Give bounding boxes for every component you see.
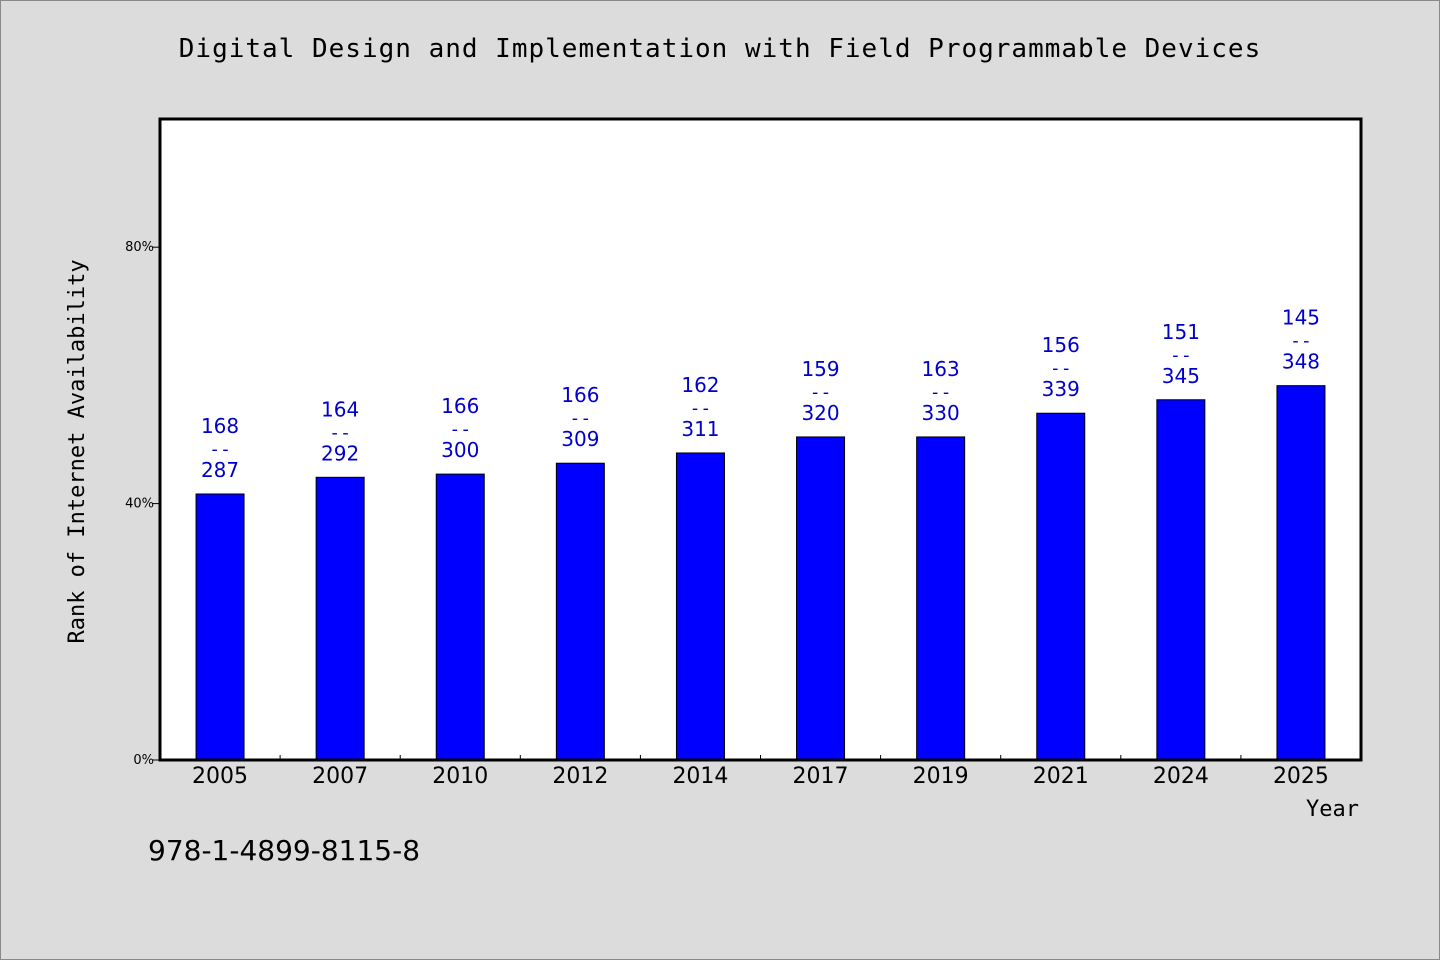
x-tick-label: 2025	[1273, 764, 1329, 789]
data-label-separator: --	[449, 419, 471, 440]
x-axis-label: Year	[1306, 797, 1359, 822]
data-label-bottom: 292	[321, 441, 359, 465]
chart-title: Digital Design and Implementation with F…	[178, 34, 1262, 64]
data-label-bottom: 311	[681, 417, 719, 441]
x-tick-label: 2014	[672, 764, 728, 789]
x-tick-label: 2017	[793, 764, 849, 789]
bar	[315, 476, 365, 761]
bar	[796, 436, 846, 761]
data-label-bottom: 348	[1282, 350, 1320, 374]
data-label-top: 166	[441, 394, 479, 418]
data-label-bottom: 320	[801, 401, 839, 425]
x-tick-label: 2012	[552, 764, 608, 789]
bar	[1036, 412, 1086, 761]
data-label-top: 151	[1162, 320, 1200, 344]
data-label-top: 168	[201, 414, 239, 438]
data-label-bottom: 330	[922, 401, 960, 425]
bar	[195, 493, 245, 761]
isbn-label: 978-1-4899-8115-8	[148, 834, 421, 867]
data-label-top: 164	[321, 397, 359, 421]
data-label-bottom: 345	[1162, 364, 1200, 388]
data-label-separator: --	[930, 382, 952, 403]
data-label-top: 145	[1282, 306, 1320, 330]
data-label-top: 163	[922, 357, 960, 381]
data-label-separator: --	[810, 382, 832, 403]
bar	[675, 452, 725, 761]
data-label-bottom: 300	[441, 438, 479, 462]
data-label-separator: --	[1290, 331, 1312, 352]
y-tick-label: 0%	[133, 753, 154, 768]
data-label-bottom: 309	[561, 427, 599, 451]
y-tick-label: 40%	[125, 497, 154, 512]
bar	[1156, 399, 1206, 761]
bar	[555, 462, 605, 761]
bar	[1276, 385, 1326, 761]
data-label-bottom: 287	[201, 458, 239, 482]
x-tick-label: 2021	[1033, 764, 1089, 789]
x-tick-label: 2005	[192, 764, 248, 789]
x-tick-label: 2007	[312, 764, 368, 789]
x-tick-label: 2024	[1153, 764, 1209, 789]
data-label-top: 166	[561, 383, 599, 407]
data-label-top: 156	[1042, 333, 1080, 357]
data-label-separator: --	[1050, 358, 1072, 379]
data-label-separator: --	[570, 408, 592, 429]
data-label-bottom: 339	[1042, 377, 1080, 401]
bar	[435, 473, 485, 761]
x-tick-label: 2019	[913, 764, 969, 789]
data-label-separator: --	[1170, 345, 1192, 366]
y-tick-label: 80%	[125, 240, 154, 255]
plot-border	[158, 117, 1363, 762]
data-label-top: 162	[681, 373, 719, 397]
x-tick-label: 2010	[432, 764, 488, 789]
data-label-separator: --	[209, 439, 231, 460]
data-label-separator: --	[690, 398, 712, 419]
data-label-separator: --	[329, 422, 351, 443]
bar	[916, 436, 966, 761]
data-label-top: 159	[801, 357, 839, 381]
y-axis-label: Rank of Internet Availability	[65, 259, 90, 643]
